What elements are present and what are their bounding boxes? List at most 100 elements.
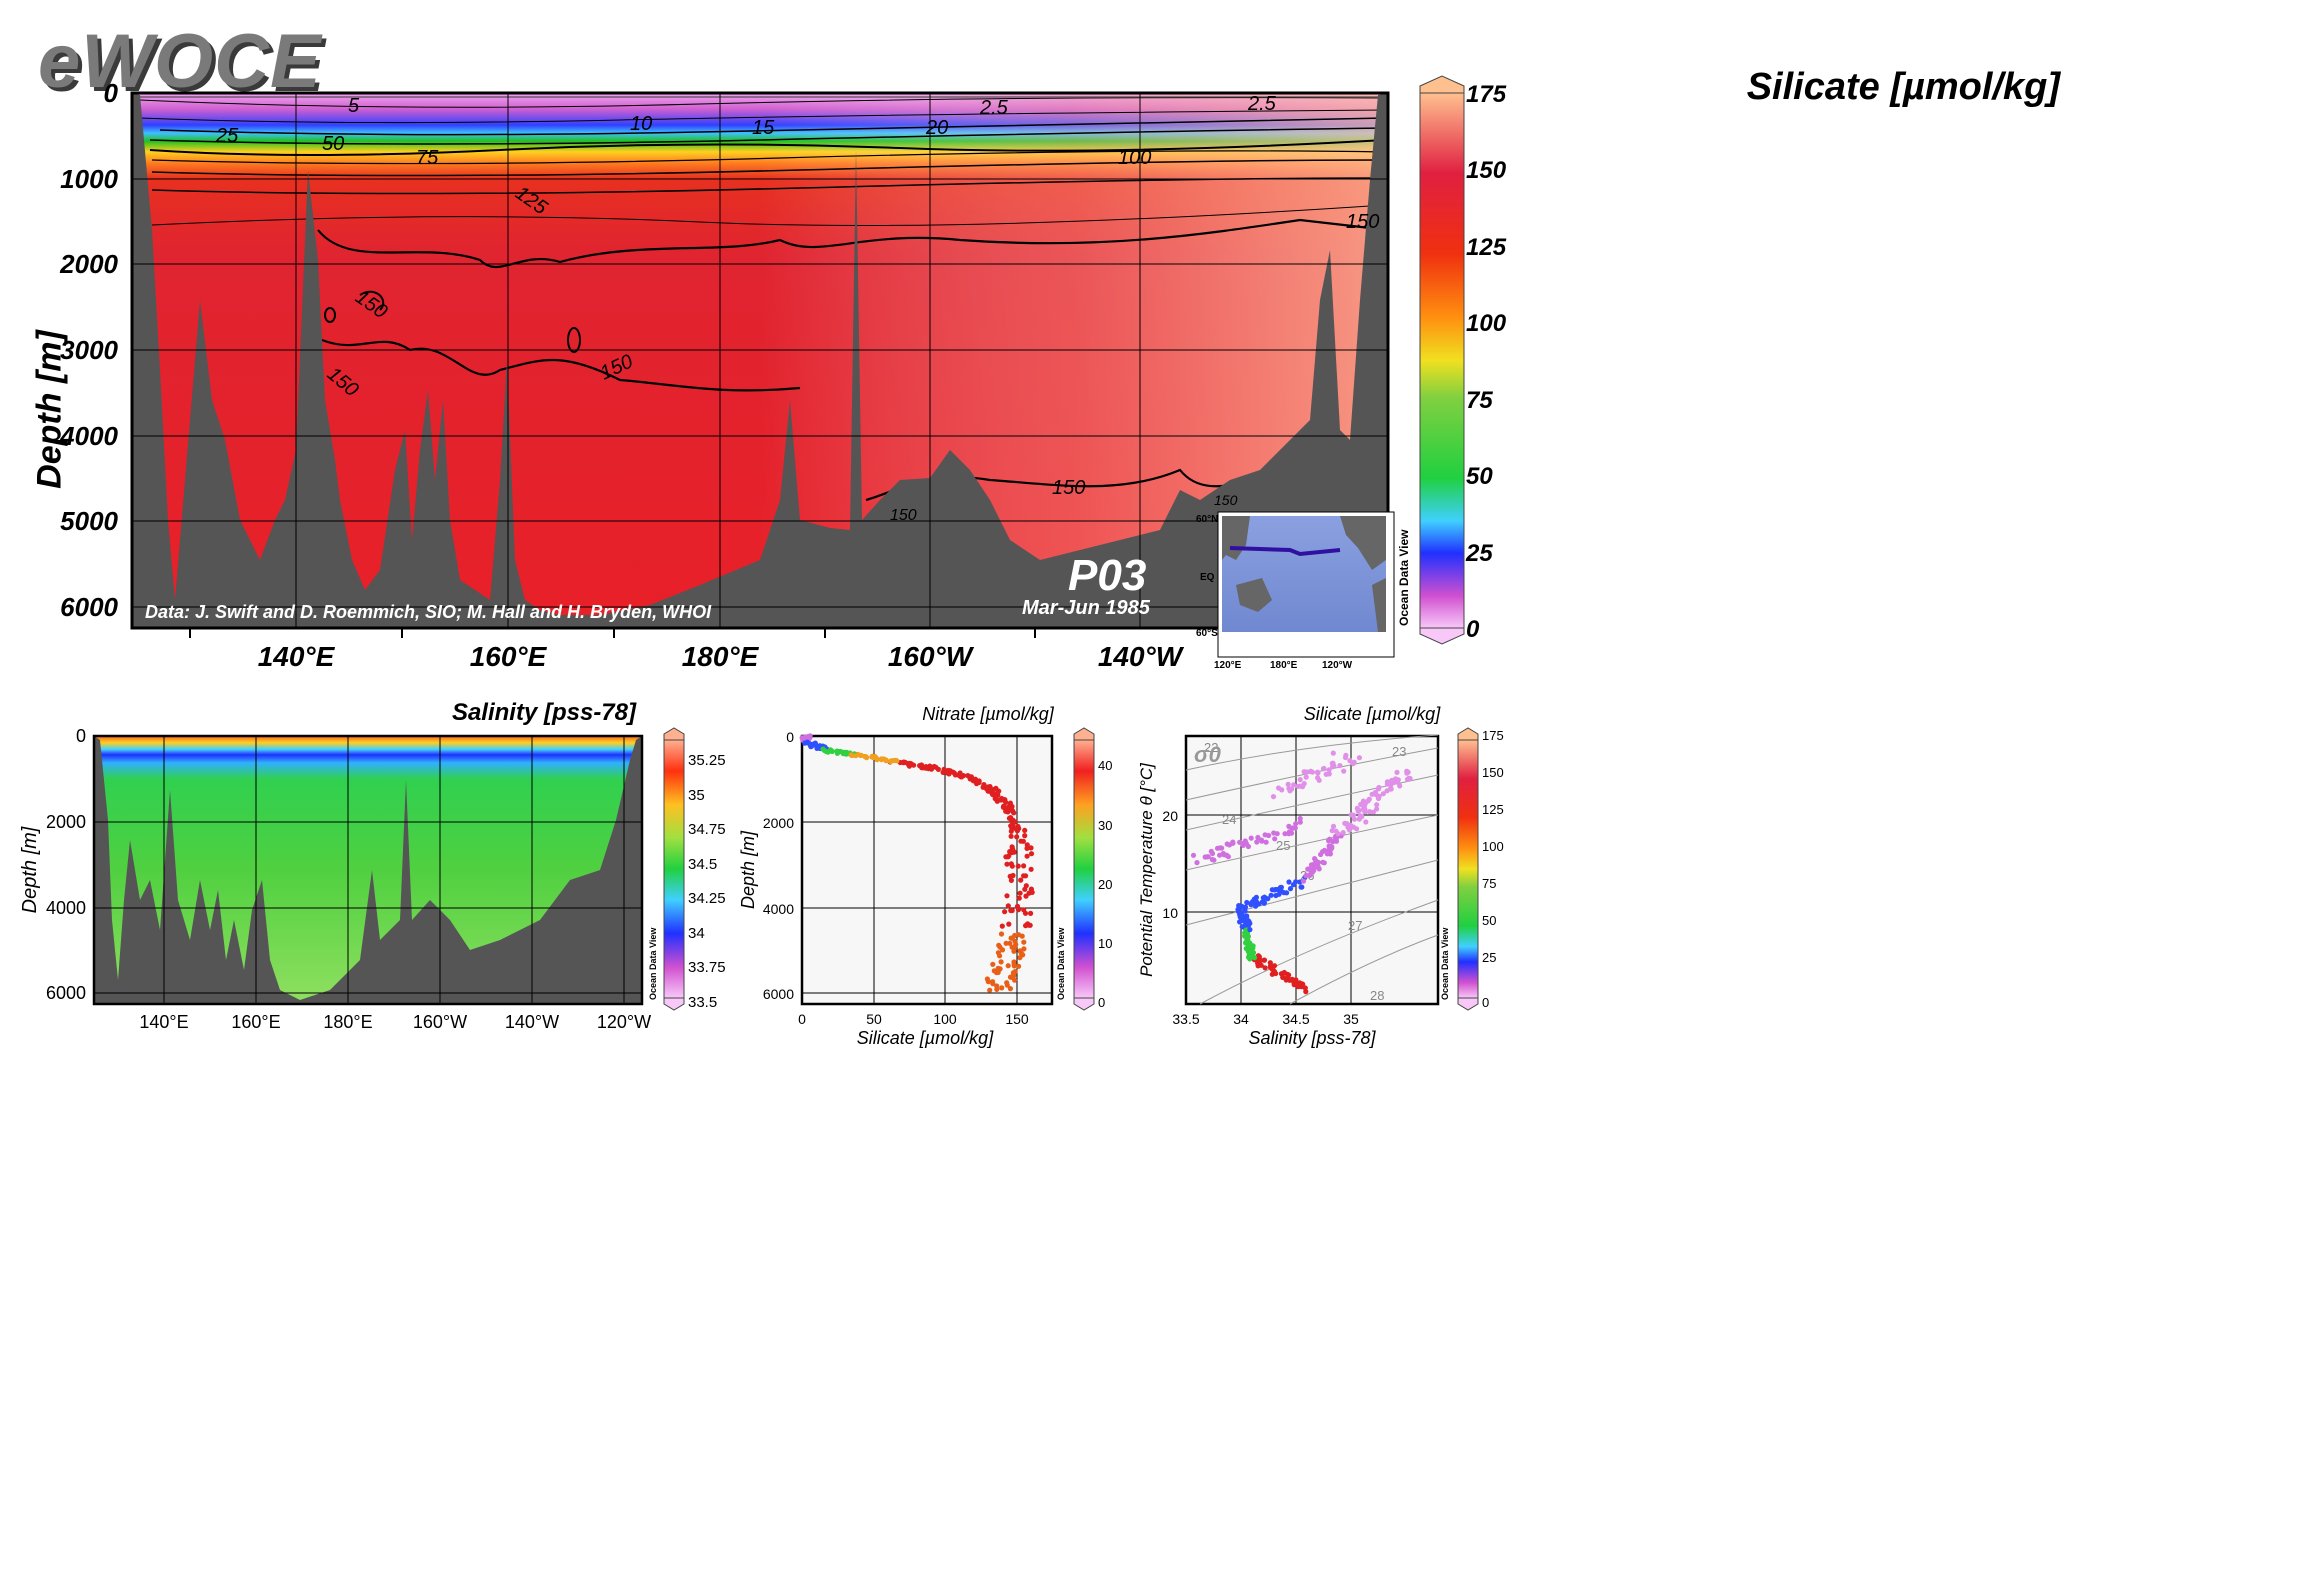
scatter-point [1028,866,1034,872]
salinity-y-ticks: 0 2000 4000 6000 [46,726,86,1003]
colorbar-tick: 40 [1098,758,1112,773]
scatter-point [1342,820,1348,826]
scatter-point [1301,781,1307,787]
scatter-point [1341,768,1347,774]
scatter-point [825,749,831,755]
scatter-point [908,761,914,767]
colorbar-tick: 20 [1098,877,1112,892]
colorbar-tick: 10 [1098,936,1112,951]
colorbar-tick: 34.25 [688,890,726,907]
scatter-point [1016,963,1022,969]
scatter-point [1217,845,1223,851]
scatter-point [1330,750,1336,756]
scatter-point [1308,768,1314,774]
scatter-point [1248,835,1254,841]
scatter-point [834,748,840,755]
ts-title: Silicate [µmol/kg] [1304,704,1441,724]
scatter-point [1293,977,1299,983]
scatter-point [1004,861,1010,867]
x-tick-label: 33.5 [1172,1011,1199,1027]
scatter-point [990,979,996,985]
scatter-point [1211,857,1217,863]
scatter-point [999,985,1005,991]
scatter-point [999,947,1006,953]
scatter-point [1281,969,1287,976]
scatter-point [1312,856,1318,862]
colorbar-tick: 150 [1482,765,1504,780]
colorbar-tick: 33.75 [688,959,726,976]
scatter-point [1253,894,1259,901]
colorbar-tick: 125 [1482,802,1504,817]
scatter-point [1375,786,1382,792]
scatter-point [1016,932,1022,938]
scatter-point [1282,831,1288,837]
scatter-point [1376,793,1382,799]
scatter-point [1013,942,1019,948]
scatter-point [1255,953,1261,959]
contour-label: 5 [348,95,360,117]
x-tick-label: 34 [1233,1011,1249,1027]
salinity-colorbar: 35.25 35 34.75 34.5 34.25 34 33.75 33.5 [663,727,726,1011]
scatter-point [1009,818,1015,824]
scatter-point [1272,836,1278,842]
scatter-point [1363,800,1369,806]
colorbar-tick: 34.5 [688,856,717,873]
scatter-point [1273,892,1279,899]
scatter-point [1347,758,1353,764]
x-tick-label: 120°W [597,1012,651,1032]
scatter-point [1286,823,1292,830]
map-labels: 60°N EQ 60°S 120°E 180°E 120°W [1196,514,1353,671]
salinity-title: Salinity [pss-78] [452,699,637,726]
scatter-point [1018,877,1024,883]
colorbar-tick: 75 [1482,876,1496,891]
contour-label: 25 [215,125,239,147]
colorbar-tick: 125 [1466,234,1507,261]
scatter-point [946,771,952,777]
scatter-point [995,969,1001,976]
scatter-point [940,769,946,776]
colorbar-tick: 35.25 [688,752,726,769]
scatter-point [1026,922,1032,928]
scatter-point [997,953,1003,959]
scatter-point [1366,796,1372,802]
scatter-point [1023,873,1029,879]
scatter-point [1009,826,1015,832]
contour-label: 150 [890,507,917,524]
scatter-point [985,979,991,985]
station-dots [140,96,1380,98]
nitrate-points [799,733,1035,993]
map-lat-label: EQ [1200,572,1215,583]
scatter-point [1005,903,1011,909]
x-tick-label: 160°E [231,1012,280,1032]
nitrate-y-axis-label: Depth [m] [738,830,758,909]
scatter-point [1008,907,1014,914]
scatter-point [1326,767,1332,773]
scatter-point [1327,836,1333,842]
scatter-point [1237,839,1243,845]
scatter-point [1360,806,1366,812]
scatter-point [1005,854,1011,860]
scatter-point [1022,833,1028,839]
main-x-ticks: 140°E 160°E 180°E 160°W 140°W [258,641,1185,672]
scatter-point [1286,829,1292,835]
colorbar-tick: 0 [1482,995,1489,1010]
scatter-point [1395,777,1401,783]
scatter-point [1018,838,1024,844]
scatter-point [1279,787,1285,793]
x-tick-label: 140°E [139,1012,188,1032]
scatter-point [1194,860,1200,866]
salinity-bathymetry [94,736,642,1004]
contour-label-group: 5 2.5 2.5 10 15 20 25 50 75 100 125 150 … [215,93,1379,524]
scatter-point [1009,944,1015,950]
scatter-point [1292,825,1298,831]
scatter-point [1021,946,1027,952]
scatter-point [1011,959,1017,965]
scatter-point [1326,843,1332,849]
contour-label: 50 [322,133,344,155]
y-tick-label: 6000 [46,983,86,1003]
scatter-point [1404,776,1411,782]
scatter-point [1297,777,1303,783]
colorbar-tick: 50 [1482,913,1496,928]
scatter-point [1243,940,1249,946]
x-tick-label: 180°E [682,641,760,672]
